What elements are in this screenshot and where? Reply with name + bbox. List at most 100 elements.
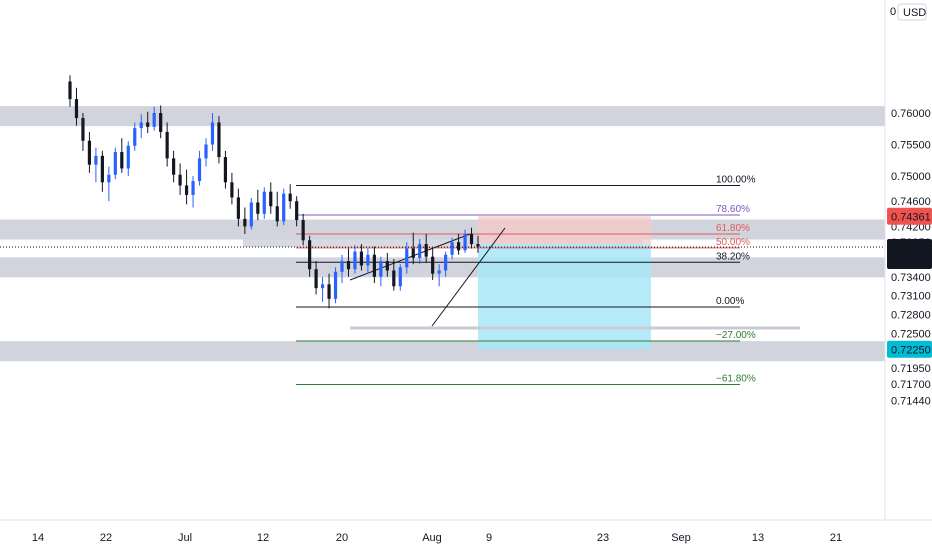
candle-body xyxy=(398,267,402,287)
currency-label: USD xyxy=(903,7,926,19)
position-tool[interactable] xyxy=(478,216,651,350)
fib-level-label: −27.00% xyxy=(716,330,756,341)
y-tick-label: 0.71440 xyxy=(891,395,931,407)
candle-body xyxy=(191,181,195,195)
x-tick-label: 12 xyxy=(257,532,269,544)
stop-loss-zone[interactable] xyxy=(478,216,651,245)
x-tick-label: Sep xyxy=(671,532,691,544)
candle-body xyxy=(418,244,422,258)
candle-body xyxy=(197,158,202,182)
candle-body xyxy=(444,254,448,271)
support-zone-band xyxy=(0,106,885,127)
candle-body xyxy=(94,155,98,165)
fib-level-label: 100.00% xyxy=(716,174,756,185)
support-zone-band xyxy=(0,219,885,240)
candle-body xyxy=(437,270,441,274)
candle-body xyxy=(424,244,428,257)
candle-body xyxy=(282,193,286,222)
candle-body xyxy=(431,256,435,274)
current-price-label: 0.73874 46:40 xyxy=(887,238,932,269)
candle-body xyxy=(100,155,104,183)
current-price-value: 0.73874 xyxy=(891,242,931,254)
x-tick-label: 22 xyxy=(100,532,112,544)
x-tick-label: 14 xyxy=(32,532,44,544)
candle-body xyxy=(301,220,305,241)
y-tick-label: 0.74600 xyxy=(891,196,931,208)
fib-level-label: 61.80% xyxy=(716,223,750,234)
candle-body xyxy=(405,248,409,268)
candle-body xyxy=(327,284,331,299)
y-tick-label: 0.72500 xyxy=(891,329,931,341)
y-tick-label: 0.73400 xyxy=(891,272,931,284)
y-tick-label: 0.76000 xyxy=(891,108,931,120)
candle-body xyxy=(359,251,364,266)
candle-body xyxy=(223,157,228,183)
fib-retracement[interactable]: 100.00% 78.60% 61.80% 50.00% 38.20% 0.00% −27.… xyxy=(296,174,756,386)
wedge-upper-line xyxy=(349,233,471,281)
candle-body xyxy=(450,242,454,255)
candle-body xyxy=(107,174,111,183)
fib-level-label: 50.00% xyxy=(716,237,750,248)
x-tick-label: Aug xyxy=(422,532,442,544)
candle-body xyxy=(230,182,234,198)
candle-body xyxy=(81,118,85,141)
candle-body xyxy=(139,122,143,129)
fib-level-label: −61.80% xyxy=(716,374,756,385)
candle-body xyxy=(346,261,351,270)
stop-price-value: 0.74361 xyxy=(891,211,931,223)
support-zone-band xyxy=(0,257,885,278)
candle-body xyxy=(236,197,240,219)
candle-body xyxy=(133,128,137,146)
candle-body xyxy=(178,174,182,186)
candle-body xyxy=(295,201,299,221)
candle-body xyxy=(74,99,79,119)
candle-body xyxy=(320,284,325,289)
trend-drawings[interactable] xyxy=(349,227,800,330)
y-tick-label: 0.71700 xyxy=(891,379,931,391)
candle-body xyxy=(385,261,389,271)
candle-body xyxy=(411,248,415,258)
target-price-label: 0.72250 xyxy=(887,340,932,358)
candle-body xyxy=(152,113,156,127)
candle-body xyxy=(87,140,92,165)
candle-body xyxy=(249,202,253,227)
candle-body xyxy=(476,244,480,247)
candle-body xyxy=(113,152,117,175)
candle-body xyxy=(288,193,292,202)
candle-body xyxy=(353,251,357,270)
y-tick-label: 0.71950 xyxy=(891,363,931,375)
candle-body xyxy=(204,144,208,159)
x-tick-label: 13 xyxy=(752,532,764,544)
x-tick-label: 23 xyxy=(597,532,609,544)
candle-body xyxy=(392,270,396,287)
currency-badge[interactable]: USD 0 xyxy=(890,3,927,21)
wedge-lower-line xyxy=(431,227,506,327)
candle-body xyxy=(379,261,383,277)
y-tick-label: 0.72800 xyxy=(891,310,931,322)
stop-price-label: 0.74361 xyxy=(887,207,932,225)
time-axis[interactable]: 14 22 Jul 12 20 Aug 9 23 Sep 13 21 xyxy=(0,519,932,544)
candle-body xyxy=(372,254,376,277)
candle-body xyxy=(314,269,318,289)
candle-body xyxy=(463,233,467,251)
take-profit-zone[interactable] xyxy=(478,244,651,350)
x-tick-label: 9 xyxy=(486,532,492,544)
y-tick-label: 0.75000 xyxy=(891,171,931,183)
candle-body xyxy=(120,152,124,169)
candle-body xyxy=(68,81,72,100)
fib-level-label: 0.00% xyxy=(716,296,744,307)
candle-body xyxy=(243,218,247,227)
candles xyxy=(68,75,480,309)
candle-body xyxy=(366,254,370,266)
candle-body xyxy=(126,145,130,169)
support-zone-band xyxy=(0,341,885,362)
candle-body xyxy=(159,113,163,132)
candle-body xyxy=(269,191,273,207)
fib-level-label: 78.60% xyxy=(716,204,750,215)
fib-level-label: 38.20% xyxy=(716,251,750,262)
candle-body xyxy=(275,206,279,222)
target-price-value: 0.72250 xyxy=(891,344,931,356)
candle-body xyxy=(456,242,461,251)
x-tick-label: Jul xyxy=(178,532,192,544)
